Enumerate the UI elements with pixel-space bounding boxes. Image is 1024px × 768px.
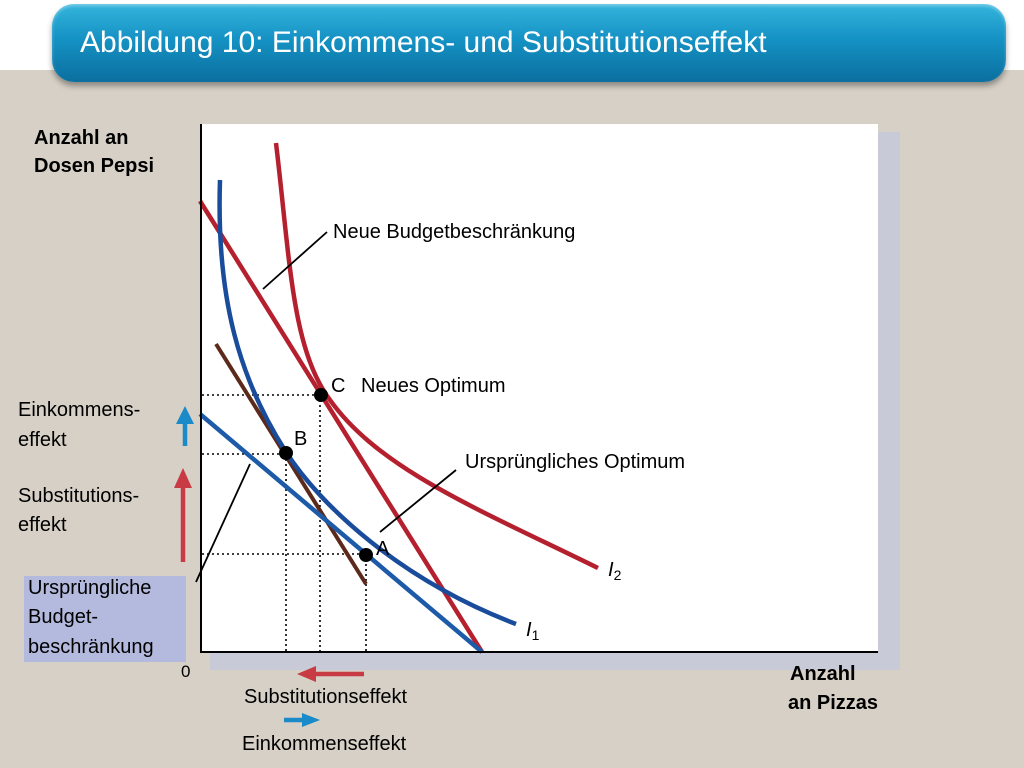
point-a-label: A [376, 538, 390, 560]
x-axis-label-line1: Anzahl [790, 663, 856, 685]
x-axis-label-line2: an Pizzas [788, 692, 879, 714]
new-budget-label: Neue Budgetbeschränkung [333, 221, 576, 243]
income-effect-label-line1: Einkommens- [18, 399, 141, 421]
original-budget-label-line3: beschränkung [28, 636, 154, 658]
substitution-effect-arrow-horizontal [297, 666, 364, 682]
income-effect-label-line2: effekt [18, 429, 67, 451]
substitution-effect-label-line2: effekt [18, 514, 67, 536]
leader-original-budget [195, 463, 251, 583]
i2-label: I2 [608, 558, 621, 584]
income-effect-arrow-horizontal [284, 713, 320, 727]
leader-new-budget [262, 231, 328, 290]
title-bar: Abbildung 10: Einkommens- und Substituti… [52, 4, 1006, 82]
new-optimum-label: Neues Optimum [361, 375, 506, 397]
compensated-budget-line [214, 342, 368, 586]
original-budget-highlight [24, 576, 186, 662]
i2-subscript: 2 [613, 567, 622, 583]
substitution-effect-label-line1: Substitutions- [18, 485, 140, 507]
slide-title: Abbildung 10: Einkommens- und Substituti… [80, 26, 767, 59]
y-axis-label-line2: Dosen Pepsi [34, 155, 155, 177]
i1-subscript: 1 [531, 627, 540, 643]
original-budget-label-line2: Budget- [28, 606, 99, 628]
income-effect-arrow-vertical [176, 406, 194, 446]
substitution-effect-x-label: Substitutionseffekt [244, 686, 408, 708]
income-effect-x-label: Einkommenseffekt [242, 733, 407, 755]
i1-letter: I [526, 619, 532, 641]
original-budget-line [198, 412, 484, 654]
y-axis-label-line1: Anzahl an [34, 127, 129, 149]
point-c-label: C [331, 375, 346, 397]
leader-original-optimum [379, 469, 457, 533]
point-a [359, 548, 373, 562]
point-c [314, 388, 328, 402]
substitution-effect-arrow-vertical [174, 468, 192, 562]
plot-area [200, 124, 878, 652]
i2-letter: I [608, 559, 614, 581]
origin-label: 0 [181, 662, 191, 681]
original-budget-label-line1: Ursprüngliche [28, 577, 152, 599]
original-optimum-label: Ursprüngliches Optimum [465, 451, 686, 473]
new-budget-line [198, 199, 484, 654]
point-b [279, 446, 293, 460]
indifference-curve-i2 [273, 142, 599, 571]
i1-label: I1 [526, 618, 539, 644]
point-b-label: B [294, 428, 308, 450]
